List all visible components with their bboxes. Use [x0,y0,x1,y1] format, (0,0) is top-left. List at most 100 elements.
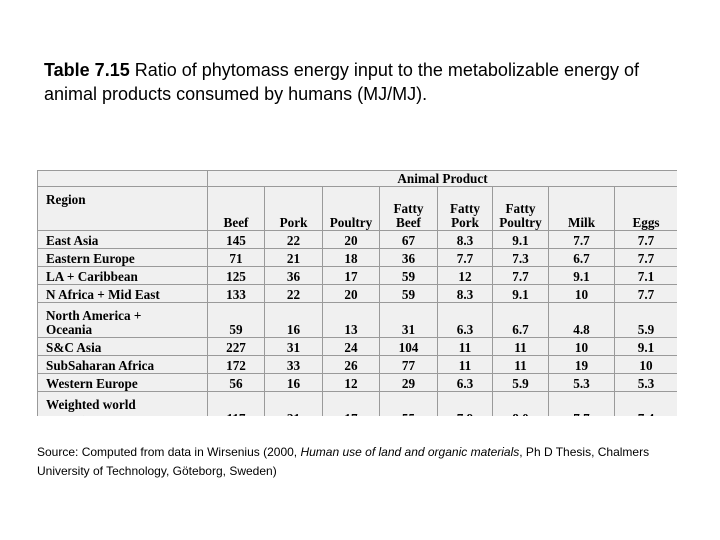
region-cell: N Africa + Mid East [37,284,208,303]
value-cell: 9.1 [614,337,677,356]
value-cell: 13 [322,302,380,338]
value-cell: 7.1 [614,266,677,285]
region-cell: LA + Caribbean [37,266,208,285]
table-row: Eastern Europe 71 21 18 36 7.7 7.3 6.7 7.7 [37,248,677,267]
value-cell: 56 [207,373,265,392]
value-cell: 7.7 [614,284,677,303]
value-cell: 22 [264,284,323,303]
value-cell: 7.7 [548,230,615,249]
value-cell: 6.7 [548,248,615,267]
value-cell: 227 [207,337,265,356]
column-header: Fatty Pork [437,186,493,231]
value-cell: 36 [379,248,438,267]
table-row: East Asia 145 22 20 67 8.3 9.1 7.7 7.7 [37,230,677,249]
animal-product-header: Animal Product [207,170,677,187]
column-header: Milk [548,186,615,231]
value-cell: 5.3 [614,373,677,392]
value-cell: 21 [264,391,323,416]
value-cell: 31 [264,337,323,356]
value-cell: 8.3 [437,284,493,303]
region-cell: North America + Oceania [37,302,208,338]
column-header: Beef [207,186,265,231]
value-cell: 11 [437,337,493,356]
table-number: Table 7.15 [44,60,130,80]
value-cell: 4.8 [548,302,615,338]
value-cell: 9.1 [548,266,615,285]
value-cell: 6.3 [437,302,493,338]
column-header: Pork [264,186,323,231]
value-cell: 11 [437,355,493,374]
value-cell: 7.7 [492,266,549,285]
table-row: LA + Caribbean 125 36 17 59 12 7.7 9.1 7.1 [37,266,677,285]
table-row: N Africa + Mid East 133 22 20 59 8.3 9.1 10 7.7 [37,284,677,303]
value-cell: 29 [379,373,438,392]
value-cell: 5.9 [614,302,677,338]
column-header: Fatty Poultry [492,186,549,231]
value-cell: 55 [379,391,438,416]
value-cell: 7.7 [548,391,615,416]
value-cell: 8.0 [492,391,549,416]
value-cell: 8.3 [437,230,493,249]
value-cell: 7.7 [437,248,493,267]
value-cell: 20 [322,230,380,249]
value-cell: 19 [548,355,615,374]
value-cell: 172 [207,355,265,374]
value-cell: 7.7 [614,230,677,249]
table-caption-text: Ratio of phytomass energy input to the m… [44,60,640,104]
table-row: Western Europe 56 16 12 29 6.3 5.9 5.3 5.3 [37,373,677,392]
value-cell: 10 [614,355,677,374]
column-header: Fatty Beef [379,186,438,231]
value-cell: 9.1 [492,284,549,303]
header-row-columns: Region Beef Pork Poultry Fatty Beef Fatty Po… [37,186,677,231]
value-cell: 5.9 [492,373,549,392]
table-row: S&C Asia 227 31 24 104 11 11 10 9.1 [37,337,677,356]
region-cell: Weighted world average [37,391,208,416]
column-header: Eggs [614,186,677,231]
data-table-container: Animal Product Region Beef Pork Poultry Fat… [37,170,677,416]
region-cell: Western Europe [37,373,208,392]
region-header: Region [37,186,208,231]
value-cell: 26 [322,355,380,374]
value-cell: 125 [207,266,265,285]
value-cell: 16 [264,302,323,338]
region-cell: SubSaharan Africa [37,355,208,374]
value-cell: 133 [207,284,265,303]
value-cell: 7.4 [614,391,677,416]
value-cell: 24 [322,337,380,356]
region-cell: S&C Asia [37,337,208,356]
header-row-group: Animal Product [37,170,677,187]
source-prefix: Source: Computed from data in Wirsenius … [37,445,301,459]
value-cell: 12 [437,266,493,285]
value-cell: 77 [379,355,438,374]
value-cell: 9.1 [492,230,549,249]
value-cell: 31 [379,302,438,338]
column-header: Poultry [322,186,380,231]
table-row: North America + Oceania 59 16 13 31 6.3 6.7 4.8… [37,302,677,338]
region-header-cell [37,170,208,187]
value-cell: 18 [322,248,380,267]
value-cell: 33 [264,355,323,374]
value-cell: 36 [264,266,323,285]
value-cell: 7.9 [437,391,493,416]
value-cell: 22 [264,230,323,249]
value-cell: 7.3 [492,248,549,267]
value-cell: 6.3 [437,373,493,392]
value-cell: 21 [264,248,323,267]
value-cell: 12 [322,373,380,392]
table-row: SubSaharan Africa 172 33 26 77 11 11 19 10 [37,355,677,374]
value-cell: 6.7 [492,302,549,338]
source-title: Human use of land and organic materials [300,445,520,459]
value-cell: 117 [207,391,265,416]
source-suffix: , Ph D Thesis, Chalmers University of Te… [37,445,650,478]
value-cell: 20 [322,284,380,303]
value-cell: 71 [207,248,265,267]
table-body: Animal Product Region Beef Pork Poultry Fat… [37,170,677,416]
value-cell: 59 [207,302,265,338]
value-cell: 104 [379,337,438,356]
value-cell: 67 [379,230,438,249]
value-cell: 10 [548,284,615,303]
value-cell: 145 [207,230,265,249]
value-cell: 11 [492,355,549,374]
value-cell: 59 [379,284,438,303]
region-cell: Eastern Europe [37,248,208,267]
